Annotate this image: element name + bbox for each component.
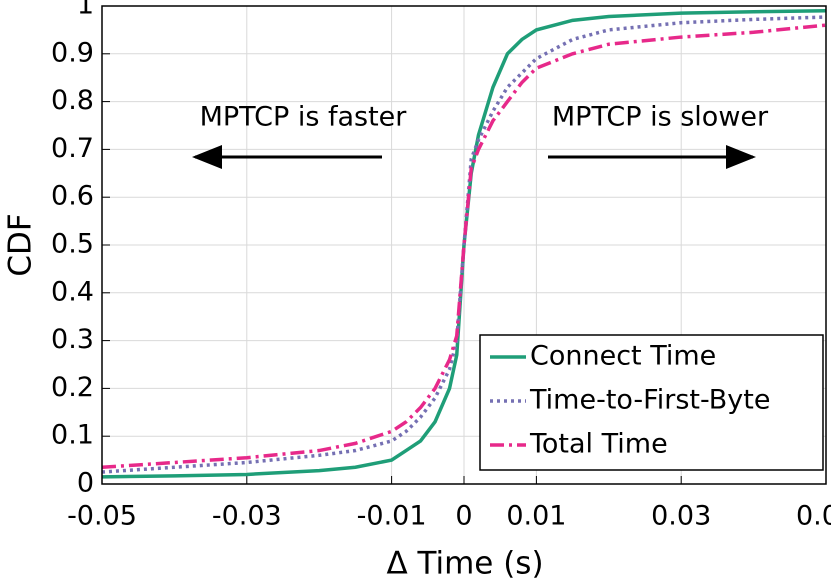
y-tick-label: 1: [77, 0, 94, 21]
x-tick-label: 0.05: [796, 501, 831, 532]
y-tick-label: 0.9: [51, 37, 94, 68]
y-tick-label: 0.5: [51, 229, 94, 260]
axes-frame: [101, 5, 827, 485]
annotation: MPTCP is faster: [200, 102, 408, 133]
legend-box: [479, 334, 824, 471]
x-tick-label: -0.03: [212, 501, 282, 532]
x-axis-label: Δ Time (s): [386, 546, 543, 582]
x-tick-label: 0.01: [506, 501, 566, 532]
x-tick-label: 0.03: [651, 501, 711, 532]
y-tick-label: 0.6: [51, 181, 94, 212]
annotation: MPTCP is slower: [552, 102, 769, 133]
x-tick-label: -0.01: [357, 501, 427, 532]
x-tick-label: -0.05: [67, 501, 137, 532]
y-tick-label: 0.2: [51, 372, 94, 403]
data-line: [101, 15, 827, 474]
y-tick-label: 0.7: [51, 133, 94, 164]
x-tick-label: 0: [455, 501, 472, 532]
y-tick-label: 0.3: [51, 324, 94, 355]
legend-label: Connect Time: [530, 341, 716, 372]
y-tick-label: 0.8: [51, 85, 94, 116]
y-tick-label: 0: [77, 468, 94, 499]
y-tick-label: 0.4: [51, 276, 94, 307]
y-tick-label: 0.1: [51, 420, 94, 451]
y-axis-label: CDF: [3, 213, 39, 276]
legend-label: Time-to-First-Byte: [529, 385, 770, 416]
plot: 0 0.1 0.2 0.3 0.4 0.5 0.6 0.7 0.8 0.9 1 -0.05 -0.03 -…: [51, 0, 831, 532]
legend-label: Total Time: [529, 429, 668, 460]
